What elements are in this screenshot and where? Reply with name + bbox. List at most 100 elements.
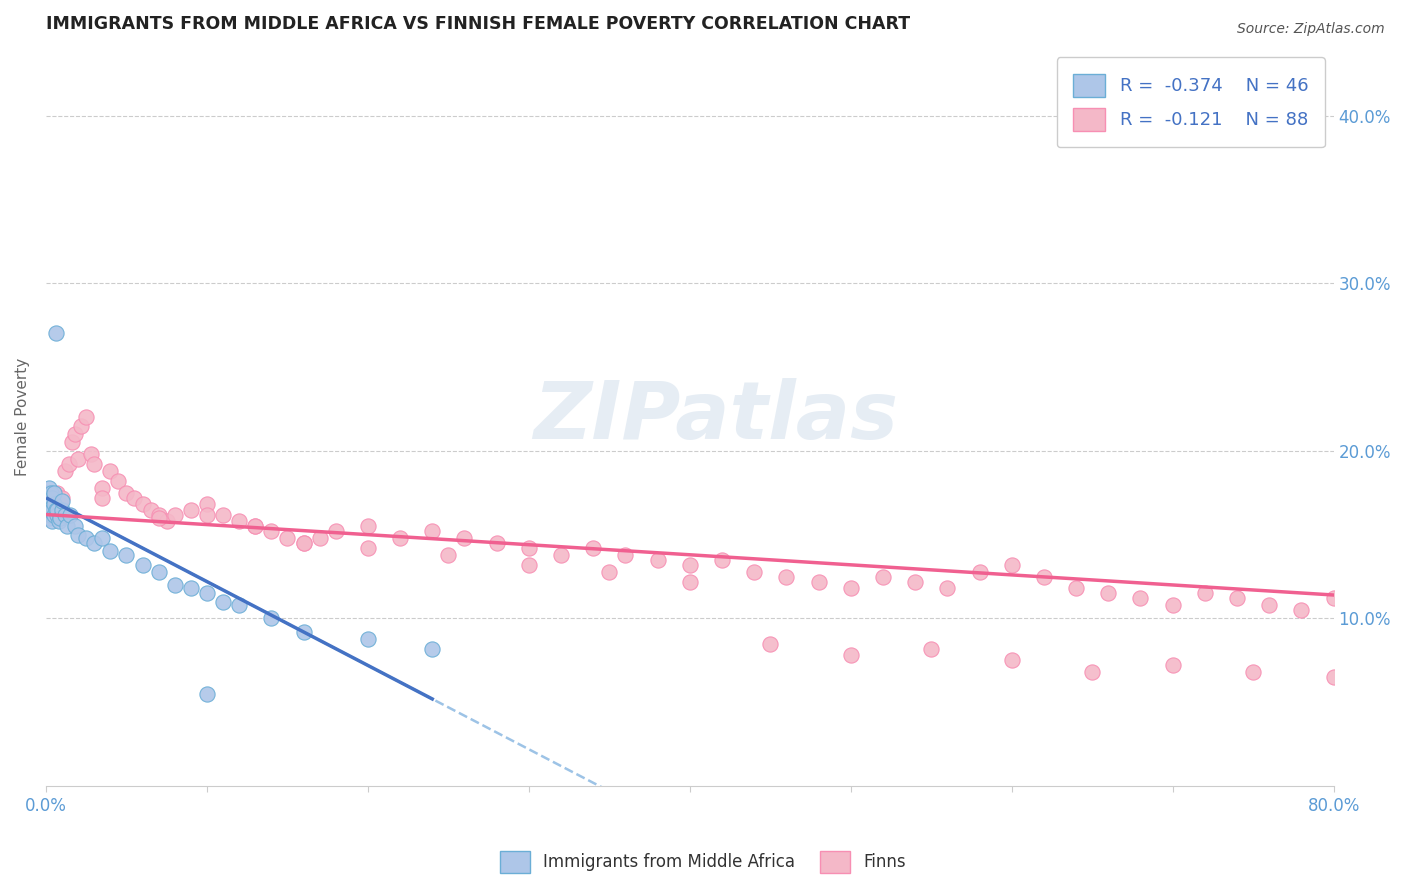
Point (38, 508, 60, 522)
Point (1001, 653, 1024, 667)
Point (212, 508, 235, 522)
Point (582, 541, 605, 555)
Point (228, 598, 250, 612)
Point (485, 536, 508, 550)
Point (1226, 591, 1249, 606)
Point (1129, 591, 1152, 606)
Point (48, 514, 70, 528)
Point (614, 548, 637, 562)
Point (115, 548, 138, 562)
Point (80, 447, 103, 461)
Point (839, 582, 862, 596)
Point (276, 531, 298, 545)
Legend: Immigrants from Middle Africa, Finns: Immigrants from Middle Africa, Finns (494, 845, 912, 880)
Point (67, 527, 90, 541)
Point (48, 508, 70, 522)
Point (180, 582, 202, 596)
Point (292, 536, 315, 550)
Point (550, 548, 572, 562)
Point (41, 491, 63, 505)
Point (598, 565, 620, 579)
Point (42, 508, 65, 522)
Point (131, 558, 153, 572)
Point (420, 524, 443, 539)
Point (53, 464, 76, 478)
Point (41, 514, 63, 528)
Point (148, 511, 170, 525)
Point (1161, 658, 1184, 673)
Point (131, 498, 153, 512)
Text: Source: ZipAtlas.com: Source: ZipAtlas.com (1237, 22, 1385, 37)
Point (260, 611, 283, 625)
Point (38, 511, 60, 525)
Point (46, 508, 69, 522)
Point (83, 457, 105, 471)
Point (839, 648, 862, 663)
Point (45, 326, 67, 341)
Point (42, 498, 65, 512)
Point (98, 464, 121, 478)
Point (1258, 598, 1281, 612)
Point (437, 548, 460, 562)
Y-axis label: Female Poverty: Female Poverty (15, 359, 30, 476)
Point (41, 498, 63, 512)
Point (679, 558, 702, 572)
Point (39, 508, 62, 522)
Point (56, 519, 79, 533)
Point (46, 502, 69, 516)
Point (1064, 582, 1087, 596)
Point (39, 494, 62, 508)
Point (41, 502, 63, 516)
Point (357, 632, 380, 646)
Point (292, 624, 315, 639)
Point (58, 457, 80, 471)
Point (75, 410, 97, 425)
Point (49, 498, 72, 512)
Point (212, 595, 235, 609)
Point (180, 502, 202, 516)
Point (195, 508, 218, 522)
Point (920, 641, 942, 656)
Point (759, 637, 782, 651)
Point (420, 641, 443, 656)
Point (37, 498, 59, 512)
Point (156, 514, 179, 528)
Point (38, 481, 60, 495)
Point (148, 565, 170, 579)
Point (517, 558, 540, 572)
Point (357, 519, 380, 533)
Point (1161, 598, 1184, 612)
Point (308, 531, 330, 545)
Point (1097, 586, 1119, 600)
Point (1241, 665, 1264, 680)
Point (63, 427, 86, 442)
Text: ZIPatlas: ZIPatlas (533, 378, 898, 457)
Point (51, 494, 73, 508)
Point (1001, 558, 1024, 572)
Point (53, 508, 76, 522)
Point (1194, 586, 1216, 600)
Point (163, 508, 186, 522)
Point (39, 494, 62, 508)
Point (107, 474, 129, 488)
Point (1323, 591, 1346, 606)
Point (775, 569, 797, 583)
Point (245, 519, 267, 533)
Point (647, 553, 669, 567)
Point (936, 582, 959, 596)
Point (139, 502, 162, 516)
Point (91, 491, 114, 505)
Point (292, 536, 315, 550)
Point (517, 541, 540, 555)
Point (195, 498, 218, 512)
Point (260, 524, 283, 539)
Point (39, 485, 62, 500)
Point (807, 574, 830, 589)
Point (37, 485, 59, 500)
Point (91, 531, 114, 545)
Point (45, 502, 67, 516)
Point (1291, 603, 1313, 617)
Point (904, 574, 927, 589)
Point (38, 491, 60, 505)
Point (115, 485, 138, 500)
